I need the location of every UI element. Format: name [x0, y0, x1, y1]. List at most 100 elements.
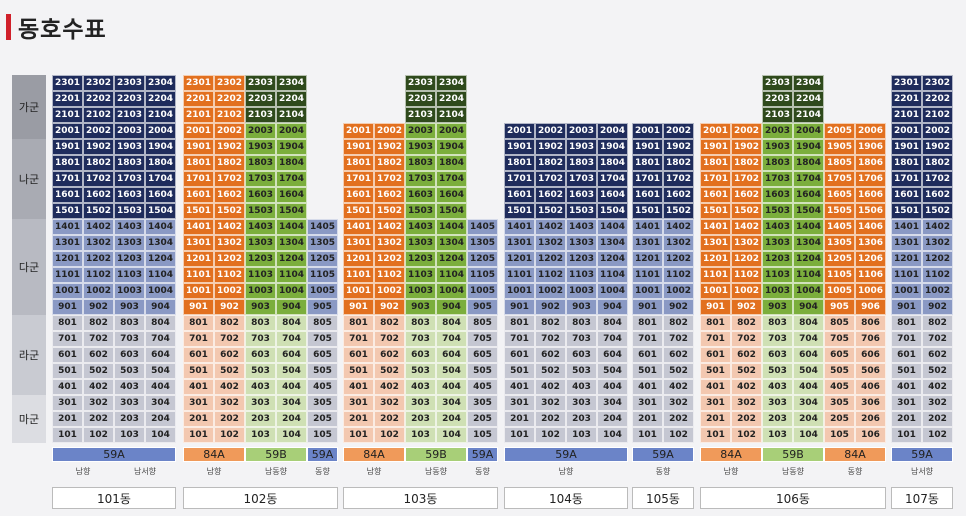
- unit-cell: 1102: [922, 267, 953, 283]
- unit-cell: 403: [762, 379, 793, 395]
- unit-cell: 202: [374, 411, 405, 427]
- unit-cell: 101: [183, 427, 214, 443]
- unit-cell: 1401: [52, 219, 83, 235]
- unit-cell: 2103: [114, 107, 145, 123]
- unit-cell: 602: [663, 347, 694, 363]
- unit-cell: 902: [663, 299, 694, 315]
- orientation-label: 남향: [206, 467, 222, 476]
- unit-cell: 1603: [245, 187, 276, 203]
- unit-cell: 1603: [405, 187, 436, 203]
- unit-cell: 1601: [183, 187, 214, 203]
- unit-cell: 901: [183, 299, 214, 315]
- unit-type-label: 84A: [343, 447, 405, 462]
- unit-cell: 2304: [793, 75, 824, 91]
- unit-cell: 901: [52, 299, 83, 315]
- unit-cell: 1902: [83, 139, 114, 155]
- unit-cell: 2004: [145, 123, 176, 139]
- orientation-label: 남동향: [424, 467, 448, 476]
- unit-cell: 305: [467, 395, 498, 411]
- building-name: 104동: [504, 487, 628, 509]
- unit-cell: 301: [891, 395, 922, 411]
- unit-cell: 1101: [504, 267, 535, 283]
- unit-cell: 1701: [183, 171, 214, 187]
- unit-cell: 2203: [245, 91, 276, 107]
- unit-cell: 506: [855, 363, 886, 379]
- unit-cell: 1203: [245, 251, 276, 267]
- unit-cell: 1703: [114, 171, 145, 187]
- unit-cell: 903: [405, 299, 436, 315]
- unit-cell: 2103: [245, 107, 276, 123]
- orientation-label: 남향: [75, 467, 91, 476]
- unit-cell: 1003: [762, 283, 793, 299]
- unit-cell: 404: [793, 379, 824, 395]
- unit-cell: 2203: [114, 91, 145, 107]
- unit-cell: 2102: [83, 107, 114, 123]
- unit-cell: 1405: [824, 219, 855, 235]
- unit-cell: 302: [214, 395, 245, 411]
- unit-cell: 1904: [793, 139, 824, 155]
- unit-cell: 1301: [891, 235, 922, 251]
- unit-cell: 2004: [276, 123, 307, 139]
- unit-cell: 1205: [307, 251, 338, 267]
- unit-cell: 1105: [467, 267, 498, 283]
- unit-cell: 1905: [824, 139, 855, 155]
- unit-cell: 202: [663, 411, 694, 427]
- unit-cell: 102: [731, 427, 762, 443]
- unit-cell: 305: [824, 395, 855, 411]
- unit-cell: 205: [824, 411, 855, 427]
- unit-cell: 2003: [405, 123, 436, 139]
- unit-cell: 601: [632, 347, 663, 363]
- unit-cell: 1903: [566, 139, 597, 155]
- unit-cell: 1401: [183, 219, 214, 235]
- unit-cell: 1801: [700, 155, 731, 171]
- unit-cell: 1804: [597, 155, 628, 171]
- unit-cell: 2302: [214, 75, 245, 91]
- unit-cell: 1802: [535, 155, 566, 171]
- unit-cell: 2203: [405, 91, 436, 107]
- unit-cell: 2001: [504, 123, 535, 139]
- unit-cell: 604: [276, 347, 307, 363]
- unit-cell: 603: [566, 347, 597, 363]
- unit-cell: 406: [855, 379, 886, 395]
- unit-type-label: 59B: [762, 447, 824, 462]
- unit-cell: 802: [535, 315, 566, 331]
- unit-cell: 801: [891, 315, 922, 331]
- unit-cell: 1401: [504, 219, 535, 235]
- unit-cell: 2304: [436, 75, 467, 91]
- unit-cell: 1901: [343, 139, 374, 155]
- unit-cell: 602: [214, 347, 245, 363]
- unit-cell: 2101: [52, 107, 83, 123]
- unit-cell: 105: [467, 427, 498, 443]
- unit-cell: 1902: [922, 139, 953, 155]
- unit-cell: 202: [922, 411, 953, 427]
- unit-cell: 2002: [922, 123, 953, 139]
- unit-cell: 1103: [245, 267, 276, 283]
- unit-cell: 1101: [700, 267, 731, 283]
- unit-cell: 1605: [824, 187, 855, 203]
- unit-cell: 803: [405, 315, 436, 331]
- unit-cell: 1204: [436, 251, 467, 267]
- unit-cell: 1404: [436, 219, 467, 235]
- unit-cell: 602: [83, 347, 114, 363]
- unit-cell: 2203: [762, 91, 793, 107]
- unit-cell: 1201: [52, 251, 83, 267]
- unit-cell: 1304: [597, 235, 628, 251]
- unit-cell: 501: [52, 363, 83, 379]
- unit-cell: 1201: [632, 251, 663, 267]
- unit-cell: 1602: [731, 187, 762, 203]
- unit-cell: 1703: [245, 171, 276, 187]
- unit-cell: 802: [374, 315, 405, 331]
- orientation-label: 동향: [475, 467, 490, 476]
- unit-cell: 101: [343, 427, 374, 443]
- unit-cell: 902: [922, 299, 953, 315]
- unit-cell: 2303: [114, 75, 145, 91]
- unit-cell: 1302: [374, 235, 405, 251]
- unit-cell: 1004: [597, 283, 628, 299]
- unit-cell: 1102: [214, 267, 245, 283]
- unit-cell: 2002: [214, 123, 245, 139]
- unit-cell: 606: [855, 347, 886, 363]
- unit-cell: 1104: [436, 267, 467, 283]
- unit-cell: 2104: [793, 107, 824, 123]
- unit-cell: 403: [245, 379, 276, 395]
- unit-cell: 705: [467, 331, 498, 347]
